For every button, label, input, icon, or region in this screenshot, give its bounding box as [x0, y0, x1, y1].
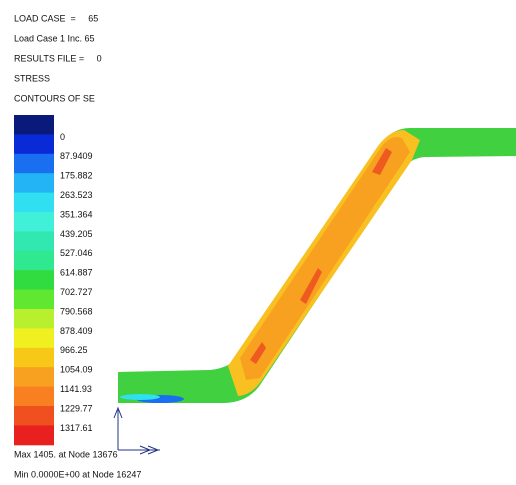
legend-band	[14, 270, 54, 290]
header: LOAD CASE = 65 Load Case 1 Inc. 65 RESULTS…	[14, 13, 102, 103]
legend-label: 1054.09	[60, 365, 93, 375]
legend-label: 790.568	[60, 306, 93, 316]
footer-line: Max 1405. at Node 13676	[14, 449, 118, 459]
legend-label: 614.887	[60, 268, 93, 278]
legend-label: 878.409	[60, 326, 93, 336]
beam-stress-zone	[240, 137, 410, 380]
legend-band	[14, 290, 54, 310]
legend-band	[14, 425, 54, 445]
legend-label: 87.9409	[60, 151, 93, 161]
legend-band	[14, 193, 54, 213]
legend-band	[14, 212, 54, 232]
legend-band	[14, 387, 54, 407]
legend-label: 439.205	[60, 229, 93, 239]
legend-band	[14, 115, 54, 135]
legend-band	[14, 348, 54, 368]
header-line: RESULTS FILE = 0	[14, 53, 102, 63]
footer-line: Min 0.0000E+00 at Node 16247	[14, 469, 141, 479]
model	[114, 128, 516, 454]
contour-legend: 0 87.9409 175.882 263.523 351.364 439.205 527.…	[14, 115, 93, 445]
legend-label: 702.727	[60, 287, 93, 297]
legend-label: 527.046	[60, 248, 93, 258]
footer: Max 1405. at Node 13676 Min 0.0000E+00 at…	[14, 449, 141, 479]
legend-label: 1317.61	[60, 423, 93, 433]
legend-label: 263.523	[60, 190, 93, 200]
header-line: Load Case 1 Inc. 65	[14, 33, 95, 43]
result-view: LOAD CASE = 65 Load Case 1 Inc. 65 RESULTS…	[0, 0, 516, 485]
legend-label: 351.364	[60, 209, 93, 219]
legend-band	[14, 173, 54, 193]
header-line: CONTOURS OF SE	[14, 93, 95, 103]
legend-band	[14, 309, 54, 329]
legend-band	[14, 251, 54, 271]
legend-band	[14, 134, 54, 154]
legend-label: 175.882	[60, 171, 93, 181]
legend-label: 1141.93	[60, 384, 92, 394]
legend-label: 0	[60, 132, 65, 142]
legend-band	[14, 367, 54, 387]
header-line: LOAD CASE = 65	[14, 13, 98, 23]
legend-label: 1229.77	[60, 403, 93, 413]
legend-band	[14, 406, 54, 426]
axis-triad	[114, 408, 160, 454]
beam-low-zone	[120, 394, 160, 400]
legend-label: 966.25	[60, 345, 88, 355]
header-line: STRESS	[14, 73, 50, 83]
legend-band	[14, 154, 54, 174]
legend-band	[14, 328, 54, 348]
legend-band	[14, 231, 54, 251]
